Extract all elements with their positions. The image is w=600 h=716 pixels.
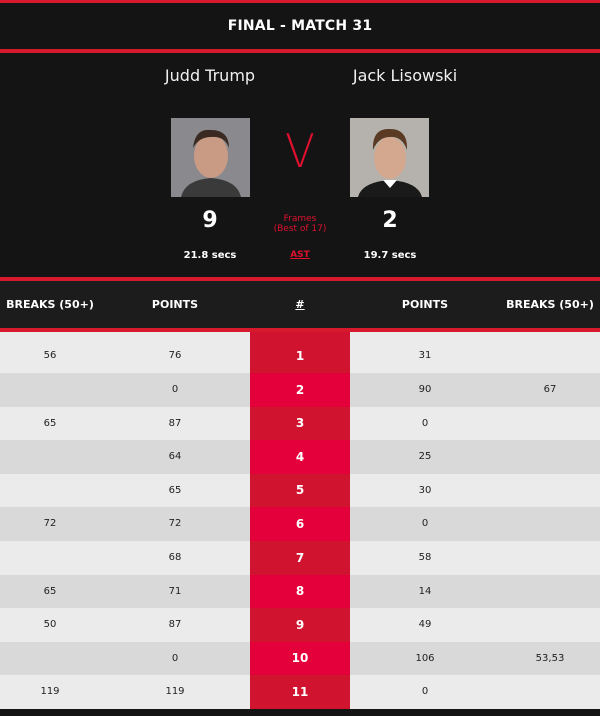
divider xyxy=(0,49,600,53)
p2-points-cell: 106 xyxy=(415,652,435,664)
table-row: 64 25 4 xyxy=(0,440,600,474)
p2-breaks-cell xyxy=(500,608,600,642)
player1-ast: 21.8 secs xyxy=(183,250,237,261)
p2-points-cell: 30 xyxy=(418,484,432,496)
p1-points-cell: 0 xyxy=(171,652,179,664)
frame-number: 6 xyxy=(250,507,350,541)
frames-table: 56 76 31 1 0 90 67 2 65 87 0 3 64 25 4 65 30 5 72 72 0 6 68 58 7… xyxy=(0,332,600,709)
p1-breaks-cell xyxy=(0,440,100,474)
frame-number: 2 xyxy=(250,373,350,407)
p1-points-cell: 87 xyxy=(168,417,182,429)
frame-number: 7 xyxy=(250,540,350,575)
p1-breaks-cell xyxy=(0,541,100,575)
p2-breaks-cell xyxy=(500,675,600,709)
p1-breaks-cell: 72 xyxy=(43,518,57,530)
table-row: 119 119 0 11 xyxy=(0,675,600,709)
p1-breaks-cell: 119 xyxy=(40,686,60,698)
divider xyxy=(0,277,600,281)
divider xyxy=(0,328,600,332)
match-title: FINAL - MATCH 31 xyxy=(227,18,373,34)
p1-points-cell: 72 xyxy=(168,518,182,530)
p1-points-cell: 76 xyxy=(168,350,182,362)
best-of-text: (Best of 17) xyxy=(273,224,327,234)
p1-points-cell: 119 xyxy=(165,686,185,698)
p2-breaks-cell xyxy=(500,474,600,508)
p2-points-cell: 31 xyxy=(418,350,432,362)
table-row: 72 72 0 6 xyxy=(0,507,600,541)
p1-points-cell: 68 xyxy=(168,551,182,563)
header-p2-breaks: BREAKS (50+) xyxy=(506,298,594,311)
p2-points-cell: 0 xyxy=(421,518,429,530)
p2-points-cell: 90 xyxy=(418,384,432,395)
frames-text: Frames xyxy=(283,214,317,224)
p2-points-cell: 14 xyxy=(418,585,432,597)
p2-points-cell: 25 xyxy=(418,451,432,463)
p2-points-cell: 58 xyxy=(418,551,432,563)
player2-ast: 19.7 secs xyxy=(363,250,417,261)
frame-number: 3 xyxy=(250,406,350,441)
table-row: 65 71 14 8 xyxy=(0,574,600,609)
header-p1-points: POINTS xyxy=(151,298,199,311)
frames-label: Frames (Best of 17) xyxy=(250,214,350,234)
table-row: 0 90 67 2 xyxy=(0,373,600,407)
p1-breaks-cell xyxy=(0,474,100,508)
player1-frames: 9 xyxy=(202,208,218,233)
ast-link[interactable]: AST xyxy=(290,250,310,260)
p2-breaks-cell xyxy=(500,541,600,575)
frame-number: 10 xyxy=(250,641,350,676)
player2-name[interactable]: Jack Lisowski xyxy=(352,66,458,85)
header-p2-points: POINTS xyxy=(401,298,449,311)
p1-breaks-cell: 56 xyxy=(43,350,57,362)
frame-number: 4 xyxy=(250,440,350,474)
p1-points-cell: 87 xyxy=(168,619,182,631)
p1-breaks-cell: 65 xyxy=(43,585,57,597)
table-row: 0 106 53,53 10 xyxy=(0,641,600,676)
p1-points-cell: 65 xyxy=(168,484,182,496)
table-header: BREAKS (50+) POINTS # POINTS BREAKS (50+… xyxy=(0,281,600,328)
p2-points-cell: 49 xyxy=(418,619,432,631)
player1-photo xyxy=(171,118,250,197)
p1-points-cell: 64 xyxy=(168,451,182,463)
player1-name[interactable]: Judd Trump xyxy=(164,66,256,85)
p2-breaks-cell xyxy=(500,339,600,373)
p1-points-cell: 0 xyxy=(171,384,179,395)
header-frame-number[interactable]: # xyxy=(295,298,305,311)
table-row: 65 30 5 xyxy=(0,473,600,508)
table-row: 50 87 49 9 xyxy=(0,608,600,642)
p1-breaks-cell: 65 xyxy=(43,417,57,429)
frame-number: 11 xyxy=(250,675,350,709)
table-row: 56 76 31 1 xyxy=(0,332,600,373)
player2-frames: 2 xyxy=(382,208,398,233)
top-divider xyxy=(0,0,600,3)
p2-points-cell: 0 xyxy=(421,417,429,429)
frame-number: 9 xyxy=(250,608,350,642)
player2-photo xyxy=(350,118,429,197)
p1-points-cell: 71 xyxy=(168,585,182,597)
p2-breaks-cell: 53,53 xyxy=(535,652,565,664)
p2-points-cell: 0 xyxy=(421,686,429,698)
table-row: 68 58 7 xyxy=(0,540,600,575)
p1-breaks-cell xyxy=(0,642,100,676)
frame-number: 5 xyxy=(250,473,350,508)
header-p1-breaks: BREAKS (50+) xyxy=(6,298,94,311)
p2-breaks-cell xyxy=(500,575,600,609)
p1-breaks-cell: 50 xyxy=(43,619,57,631)
frame-number: 1 xyxy=(250,332,350,373)
p1-breaks-cell xyxy=(0,373,100,407)
frame-number: 8 xyxy=(250,574,350,609)
p2-breaks-cell xyxy=(500,440,600,474)
p2-breaks-cell xyxy=(500,407,600,441)
table-row: 65 87 0 3 xyxy=(0,406,600,441)
p2-breaks-cell xyxy=(500,507,600,541)
versus-label: V xyxy=(285,124,315,178)
p2-breaks-cell: 67 xyxy=(543,384,557,395)
